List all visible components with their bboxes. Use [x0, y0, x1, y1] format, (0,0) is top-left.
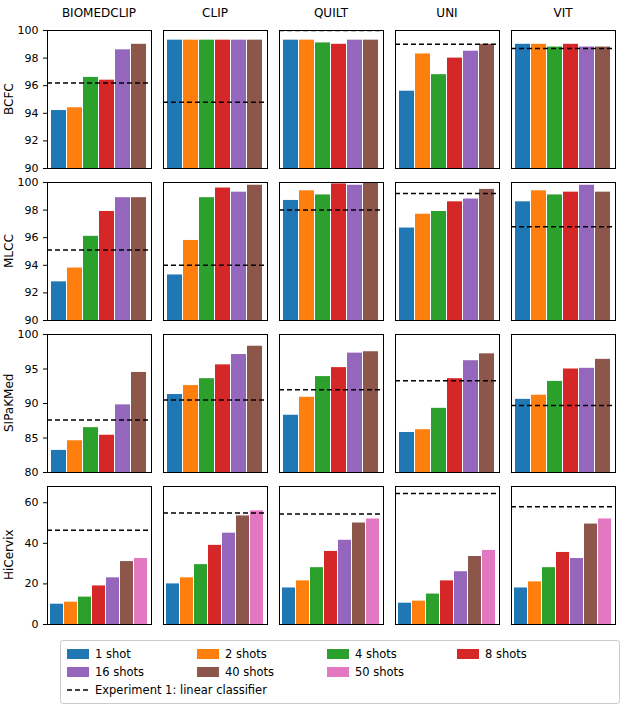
svg-text:0: 0 [32, 618, 39, 630]
svg-text:80: 80 [25, 466, 39, 478]
html-text:BCFC: BCFC [2, 83, 16, 115]
html-text:40 shots: 40 shots [225, 665, 275, 679]
svg-text:100: 100 [18, 328, 39, 341]
html-text:HiCervix: HiCervix [2, 529, 16, 581]
svg-text:60: 60 [25, 496, 39, 509]
html-text:BIOMEDCLIP: BIOMEDCLIP [61, 6, 137, 20]
html-text:Experiment 1: linear classifie: Experiment 1: linear classifier [95, 683, 267, 697]
svg-text:20: 20 [25, 577, 39, 590]
html-text:4 shots: 4 shots [355, 647, 397, 661]
html-text:VIT: VIT [553, 6, 573, 20]
html-text:16 shots: 16 shots [95, 665, 145, 679]
svg-text:95: 95 [25, 363, 39, 376]
svg-text:94: 94 [25, 259, 39, 272]
svg-text:90: 90 [25, 397, 39, 410]
html-text:MLCC: MLCC [2, 234, 16, 268]
svg-text:92: 92 [25, 134, 39, 147]
svg-text:98: 98 [25, 204, 39, 217]
svg-text:100: 100 [18, 176, 39, 189]
svg-text:96: 96 [25, 231, 39, 244]
svg-text:90: 90 [25, 162, 39, 174]
html-text:QUILT: QUILT [313, 6, 349, 20]
html-text:50 shots: 50 shots [355, 665, 405, 679]
html-text:CLIP: CLIP [202, 6, 228, 20]
svg-text:100: 100 [18, 24, 39, 37]
html-text:SIPaKMed: SIPaKMed [2, 373, 16, 433]
html-text:2 shots: 2 shots [225, 647, 267, 661]
svg-text:96: 96 [25, 79, 39, 92]
html-text:8 shots: 8 shots [485, 647, 527, 661]
html-text:UNI: UNI [436, 6, 458, 20]
svg-text:90: 90 [25, 314, 39, 326]
svg-text:98: 98 [25, 52, 39, 65]
svg-text:94: 94 [25, 107, 39, 120]
html-text:1 shot: 1 shot [95, 647, 131, 661]
svg-text:92: 92 [25, 286, 39, 299]
svg-text:85: 85 [25, 432, 39, 445]
svg-text:40: 40 [25, 537, 39, 550]
